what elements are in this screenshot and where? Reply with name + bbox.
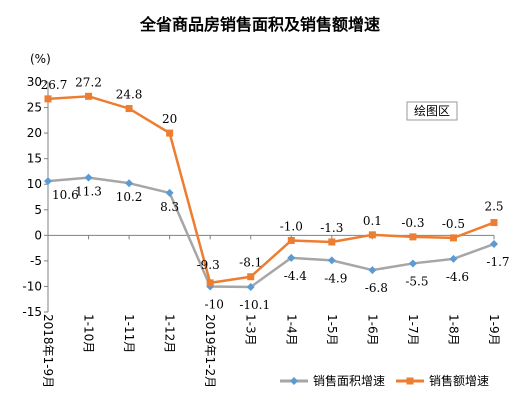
data-point — [44, 177, 52, 186]
legend-label: 销售额增速 — [429, 373, 489, 388]
y-tick-label: 25 — [27, 101, 42, 115]
data-label: 10.6 — [52, 188, 79, 202]
legend-item-1: 销售额增速 — [396, 373, 489, 388]
data-point — [84, 173, 93, 182]
x-tick-label: 1-11月 — [122, 314, 136, 353]
data-point — [166, 129, 174, 137]
x-tick-label: 1-8月 — [446, 314, 460, 346]
data-label: -5.5 — [405, 274, 428, 288]
x-tick-label: 2018年1-9月 — [41, 314, 55, 388]
series-0 — [44, 173, 498, 291]
x-tick-label: 1-12月 — [163, 314, 177, 353]
legend: 销售面积增速 销售额增速 — [280, 373, 489, 388]
data-label: -1.0 — [280, 219, 303, 233]
x-tick-label: 1-5月 — [325, 314, 339, 346]
y-tick-label: 20 — [27, 126, 42, 140]
data-point — [368, 266, 377, 275]
y-tick-label: 0 — [34, 228, 42, 242]
data-point — [490, 240, 498, 249]
x-tick-label: 2019年1-2月 — [203, 314, 217, 388]
y-tick-label: 30 — [27, 75, 42, 89]
legend-swatch-marker — [290, 377, 298, 385]
y-tick-label: 5 — [34, 203, 42, 217]
data-point — [328, 238, 336, 246]
data-label: 0.1 — [363, 214, 382, 228]
chart-title: 全省商品房销售面积及销售额增速 — [139, 15, 380, 34]
y-tick-label: 15 — [27, 152, 42, 166]
data-labels: 10.611.3 10.2 8.3 -10 -10.1 -4.4 -4.9 -6.8 -5.5 -… — [41, 75, 510, 312]
data-label: 20 — [162, 112, 177, 126]
y-tick-label: -5 — [30, 254, 42, 268]
x-tick-label: 1-7月 — [406, 314, 420, 346]
series-line — [47, 176, 495, 289]
data-label: -6.8 — [365, 281, 388, 295]
data-point — [368, 231, 376, 239]
y-tick-label: 10 — [27, 177, 42, 191]
x-tick-label: 1-9月 — [487, 314, 501, 346]
data-point — [449, 234, 457, 242]
data-label: -4.9 — [324, 271, 347, 285]
data-label: 27.2 — [75, 75, 102, 89]
data-point — [165, 188, 174, 197]
data-point — [287, 236, 295, 244]
data-point — [246, 282, 255, 291]
y-tick-label: -15 — [22, 305, 42, 319]
legend-label: 销售面积增速 — [313, 373, 385, 388]
series-line — [47, 95, 495, 285]
data-label: -9.3 — [197, 258, 220, 272]
data-point — [125, 179, 134, 188]
x-tick-label: 1-3月 — [244, 314, 258, 346]
data-point — [327, 256, 336, 265]
data-point — [408, 259, 417, 268]
data-point — [449, 254, 458, 263]
data-label: -0.5 — [442, 217, 465, 231]
data-label: 26.7 — [41, 78, 68, 92]
x-tick-label: 1-10月 — [82, 314, 96, 353]
data-point — [287, 253, 296, 262]
data-label: 11.3 — [75, 185, 102, 199]
y-tick-label: -10 — [22, 279, 42, 293]
data-label: 8.3 — [160, 200, 179, 214]
series-1 — [44, 92, 498, 287]
series-layer — [44, 92, 498, 291]
axes: -15 -10 -5 0 5 10 15 20 25 30 2018年1-9月 1-10月 1-11月 1… — [22, 75, 501, 388]
data-label: -10 — [205, 297, 224, 311]
y-axis-unit: (%) — [30, 52, 51, 66]
data-label: 2.5 — [484, 200, 503, 214]
data-label: -10.1 — [239, 298, 270, 312]
data-label: -1.3 — [320, 221, 343, 235]
data-label: -1.7 — [486, 255, 509, 269]
data-label: 10.2 — [116, 190, 143, 204]
data-point — [490, 219, 498, 227]
data-point — [247, 273, 255, 281]
plot-area-badge-label: 绘图区 — [414, 103, 450, 118]
data-point — [125, 105, 133, 113]
data-label: -4.4 — [284, 269, 308, 283]
data-point — [206, 279, 214, 287]
data-label: -0.3 — [401, 216, 424, 230]
plot-area-badge: 绘图区 — [406, 101, 458, 121]
data-point — [409, 233, 417, 241]
x-tick-label: 1-6月 — [365, 314, 379, 346]
data-label: -8.1 — [239, 256, 262, 270]
x-tick-label: 1-4月 — [284, 314, 298, 346]
legend-item-0: 销售面积增速 — [280, 373, 385, 388]
plot-area-badge-box — [406, 101, 458, 121]
legend-swatch-marker — [406, 377, 414, 385]
data-label: 24.8 — [116, 88, 143, 102]
data-point — [44, 95, 52, 103]
data-label: -4.6 — [446, 270, 469, 284]
data-point — [85, 92, 93, 100]
